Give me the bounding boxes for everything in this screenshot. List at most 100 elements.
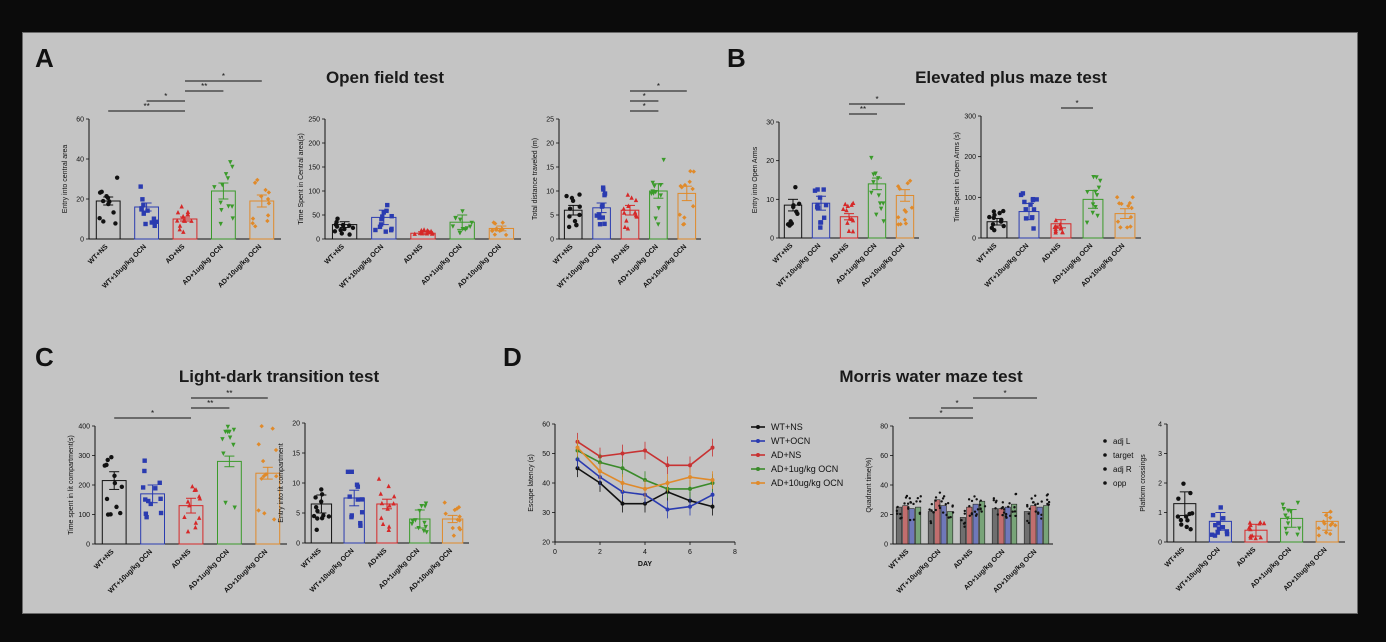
panel-title-b: Elevated plus maze test xyxy=(915,68,1107,87)
y-tick-label: 20 xyxy=(546,141,554,148)
bar xyxy=(998,508,1005,545)
data-dot xyxy=(1014,492,1017,496)
data-dot xyxy=(142,468,147,474)
data-dot xyxy=(1094,175,1099,180)
data-dot xyxy=(873,171,878,176)
data-dot xyxy=(679,185,684,190)
data-dot xyxy=(379,515,384,520)
data-dot xyxy=(1283,513,1288,518)
data-dot xyxy=(218,200,223,206)
y-tick-label: 300 xyxy=(964,114,976,121)
bar xyxy=(895,506,902,545)
data-dot xyxy=(791,204,796,210)
y-axis-label: Total distance traveled (m) xyxy=(532,138,539,220)
data-dot xyxy=(338,227,343,233)
y-tick-label: 5 xyxy=(296,511,300,518)
data-dot xyxy=(181,229,186,234)
data-dot xyxy=(1037,511,1040,514)
data-dot xyxy=(225,429,231,435)
significance-label: * xyxy=(151,409,154,418)
data-dot xyxy=(997,210,1002,216)
data-dot xyxy=(650,180,655,186)
legend-marker xyxy=(1103,453,1107,457)
data-dot xyxy=(229,204,235,209)
y-tick-label: 0 xyxy=(972,236,976,243)
data-dot xyxy=(1031,226,1036,231)
data-dot xyxy=(896,505,899,509)
data-dot xyxy=(385,506,390,511)
data-dot xyxy=(424,530,429,535)
y-axis-label: Entry into Open Arms xyxy=(752,146,759,213)
data-dot xyxy=(815,202,820,208)
data-dot xyxy=(789,221,794,226)
data-dot xyxy=(225,176,231,181)
bar xyxy=(947,511,954,545)
data-dot xyxy=(632,210,638,215)
data-dot xyxy=(412,231,417,236)
figure-canvas: A Open field test B Elevated plus maze t… xyxy=(35,43,1345,595)
data-dot xyxy=(450,525,455,531)
data-dot xyxy=(1040,517,1043,520)
data-dot xyxy=(1098,178,1103,184)
data-dot xyxy=(1184,524,1189,530)
data-dot xyxy=(142,458,147,463)
data-dot xyxy=(902,207,907,213)
y-axis-label: Entry into lit compartment xyxy=(278,443,285,522)
data-dot xyxy=(1014,514,1017,518)
data-dot xyxy=(347,494,352,499)
significance-label: * xyxy=(875,95,878,104)
x-axis-label: DAY xyxy=(638,561,652,568)
data-dot xyxy=(1013,506,1016,509)
data-dot xyxy=(223,172,229,177)
data-dot xyxy=(1093,189,1098,195)
data-dot xyxy=(1006,505,1010,508)
data-dot xyxy=(389,226,394,232)
data-dot xyxy=(185,528,191,534)
data-dot xyxy=(823,202,829,208)
panel-letter-a: A xyxy=(35,43,54,73)
x-category-label: WT+NS xyxy=(772,242,795,265)
data-dot xyxy=(274,473,279,479)
y-axis-label: Time spent in lit compartment(s) xyxy=(68,435,75,535)
data-dot xyxy=(193,520,199,525)
data-dot xyxy=(1183,514,1189,519)
data-dot xyxy=(622,224,628,230)
data-dot xyxy=(912,502,915,506)
data-dot xyxy=(946,501,950,505)
data-dot xyxy=(567,206,573,211)
data-dot xyxy=(230,164,235,170)
data-dot xyxy=(681,222,686,227)
data-dot xyxy=(139,206,144,211)
data-dot xyxy=(1001,208,1006,214)
data-dot xyxy=(1257,521,1262,526)
data-dot xyxy=(228,160,233,165)
data-dot xyxy=(187,502,192,508)
y-tick-label: 0 xyxy=(296,541,300,548)
data-dot xyxy=(177,226,182,232)
data-dot xyxy=(690,186,695,192)
data-dot xyxy=(1046,493,1050,496)
data-dot xyxy=(918,500,922,503)
data-dot xyxy=(421,227,427,232)
legend-marker xyxy=(1103,467,1107,471)
data-dot xyxy=(419,231,425,236)
data-dot xyxy=(443,511,448,516)
data-dot xyxy=(690,204,696,209)
data-dot xyxy=(634,214,639,219)
data-dot xyxy=(387,503,392,508)
panel-title-d: Morris water maze test xyxy=(839,367,1023,386)
data-dot xyxy=(841,206,846,212)
data-dot xyxy=(574,222,579,228)
data-dot xyxy=(467,224,473,229)
data-dot xyxy=(105,195,111,200)
data-dot xyxy=(1284,531,1289,537)
data-dot xyxy=(1001,223,1006,229)
data-dot xyxy=(355,497,361,502)
bar xyxy=(255,472,281,545)
data-dot xyxy=(918,512,922,515)
data-dot xyxy=(114,175,120,180)
data-dot xyxy=(500,220,505,225)
chart-A2: 0 50 100 150 200 250 Time Spent in Central are… xyxy=(298,117,521,290)
